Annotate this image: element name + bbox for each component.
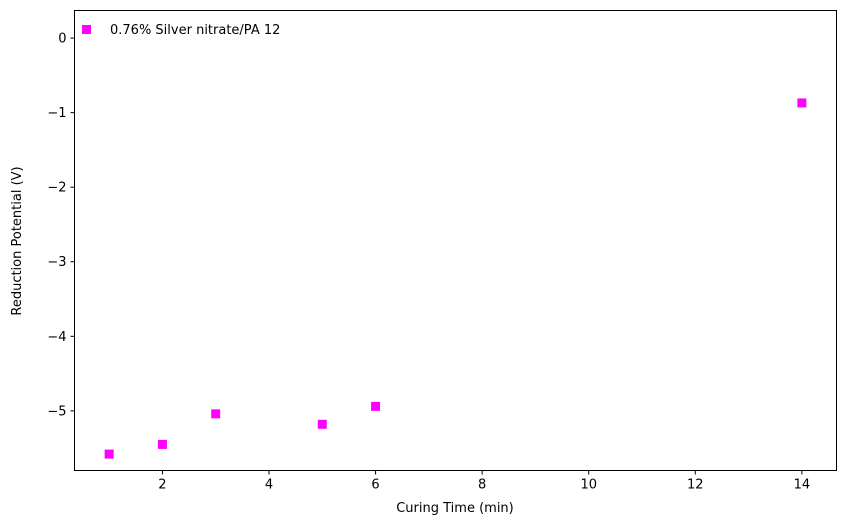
legend: 0.76% Silver nitrate/PA 12: [82, 23, 280, 38]
legend-marker: [82, 25, 91, 34]
x-tick-label: 6: [371, 478, 379, 493]
plot-frame: [74, 10, 837, 471]
data-point: [104, 449, 114, 459]
data-point: [317, 419, 327, 429]
y-tick-label: −5: [47, 404, 66, 419]
y-tick-label: −4: [47, 330, 66, 345]
y-tick-label: −2: [47, 181, 66, 196]
data-point: [211, 409, 221, 419]
x-axis-ticks: 2 4 6 8 10 12 14: [158, 470, 811, 493]
y-tick-label: −3: [47, 255, 66, 270]
y-axis-label: Reduction Potential (V): [10, 166, 25, 315]
y-tick-label: −1: [47, 106, 66, 121]
data-point: [371, 401, 381, 411]
data-point: [157, 439, 167, 449]
legend-label: 0.76% Silver nitrate/PA 12: [110, 23, 280, 38]
data-point: [797, 98, 807, 108]
x-tick-label: 2: [158, 478, 166, 493]
x-tick-label: 4: [265, 478, 273, 493]
data-points: [104, 98, 807, 459]
y-axis-ticks: 0 −1 −2 −3 −4 −5: [47, 32, 75, 419]
x-tick-label: 8: [478, 478, 486, 493]
x-tick-label: 14: [794, 478, 811, 493]
x-tick-label: 12: [687, 478, 704, 493]
y-tick-label: 0: [58, 32, 66, 47]
x-tick-label: 10: [580, 478, 597, 493]
x-axis-label: Curing Time (min): [396, 501, 514, 516]
